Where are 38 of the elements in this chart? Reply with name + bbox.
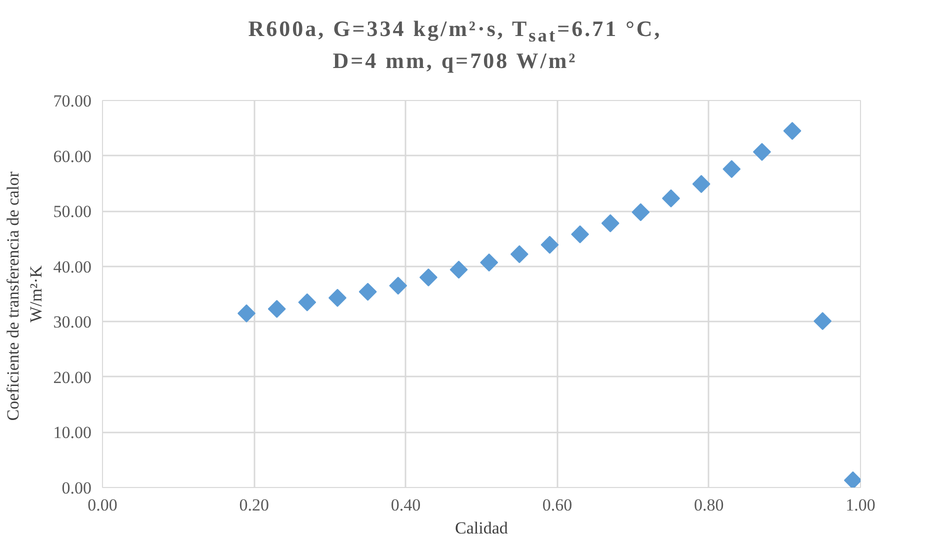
point	[662, 189, 680, 208]
point	[419, 268, 438, 286]
y-tick-label: 20.00	[53, 368, 92, 387]
point	[692, 174, 710, 193]
point	[238, 304, 256, 322]
y-tick-label: 10.00	[53, 423, 92, 442]
chart-title: R600a, G=334 kg/m²·s, T$_{sat}$=6.71 °C, D=4 mm, q=708 W/m²	[248, 15, 662, 75]
point	[752, 142, 771, 161]
point	[298, 293, 316, 312]
x-tick-label: 1.00	[846, 496, 876, 514]
point	[480, 254, 498, 272]
x-tick-label: 0.20	[239, 496, 269, 514]
point	[389, 276, 408, 295]
y-tick-label: 40.00	[53, 257, 92, 276]
point	[268, 300, 286, 318]
x-tick-label: 0.00	[88, 496, 118, 514]
point	[571, 225, 590, 244]
y-tick-label: 70.00	[53, 92, 92, 110]
point	[814, 312, 832, 330]
x-axis-title: Calidad	[455, 518, 508, 538]
point	[540, 236, 559, 254]
point	[783, 122, 802, 140]
point	[510, 245, 528, 264]
point	[844, 471, 860, 488]
point	[358, 282, 377, 301]
y-axis-title: Coeficiente de transferencia de calor W/m²·K	[3, 171, 46, 421]
y-tick-label: 0.00	[62, 478, 92, 498]
point	[601, 214, 620, 232]
y-tick-label: 60.00	[53, 146, 92, 166]
y-tick-label: 50.00	[53, 202, 92, 222]
point	[632, 203, 650, 222]
y-tick-label: 30.00	[53, 312, 92, 332]
point	[450, 260, 468, 279]
x-tick-label: 0.40	[390, 496, 421, 514]
point	[722, 160, 741, 178]
x-tick-label: 0.80	[694, 496, 724, 514]
point	[328, 288, 346, 307]
x-tick-label: 0.60	[542, 496, 572, 514]
